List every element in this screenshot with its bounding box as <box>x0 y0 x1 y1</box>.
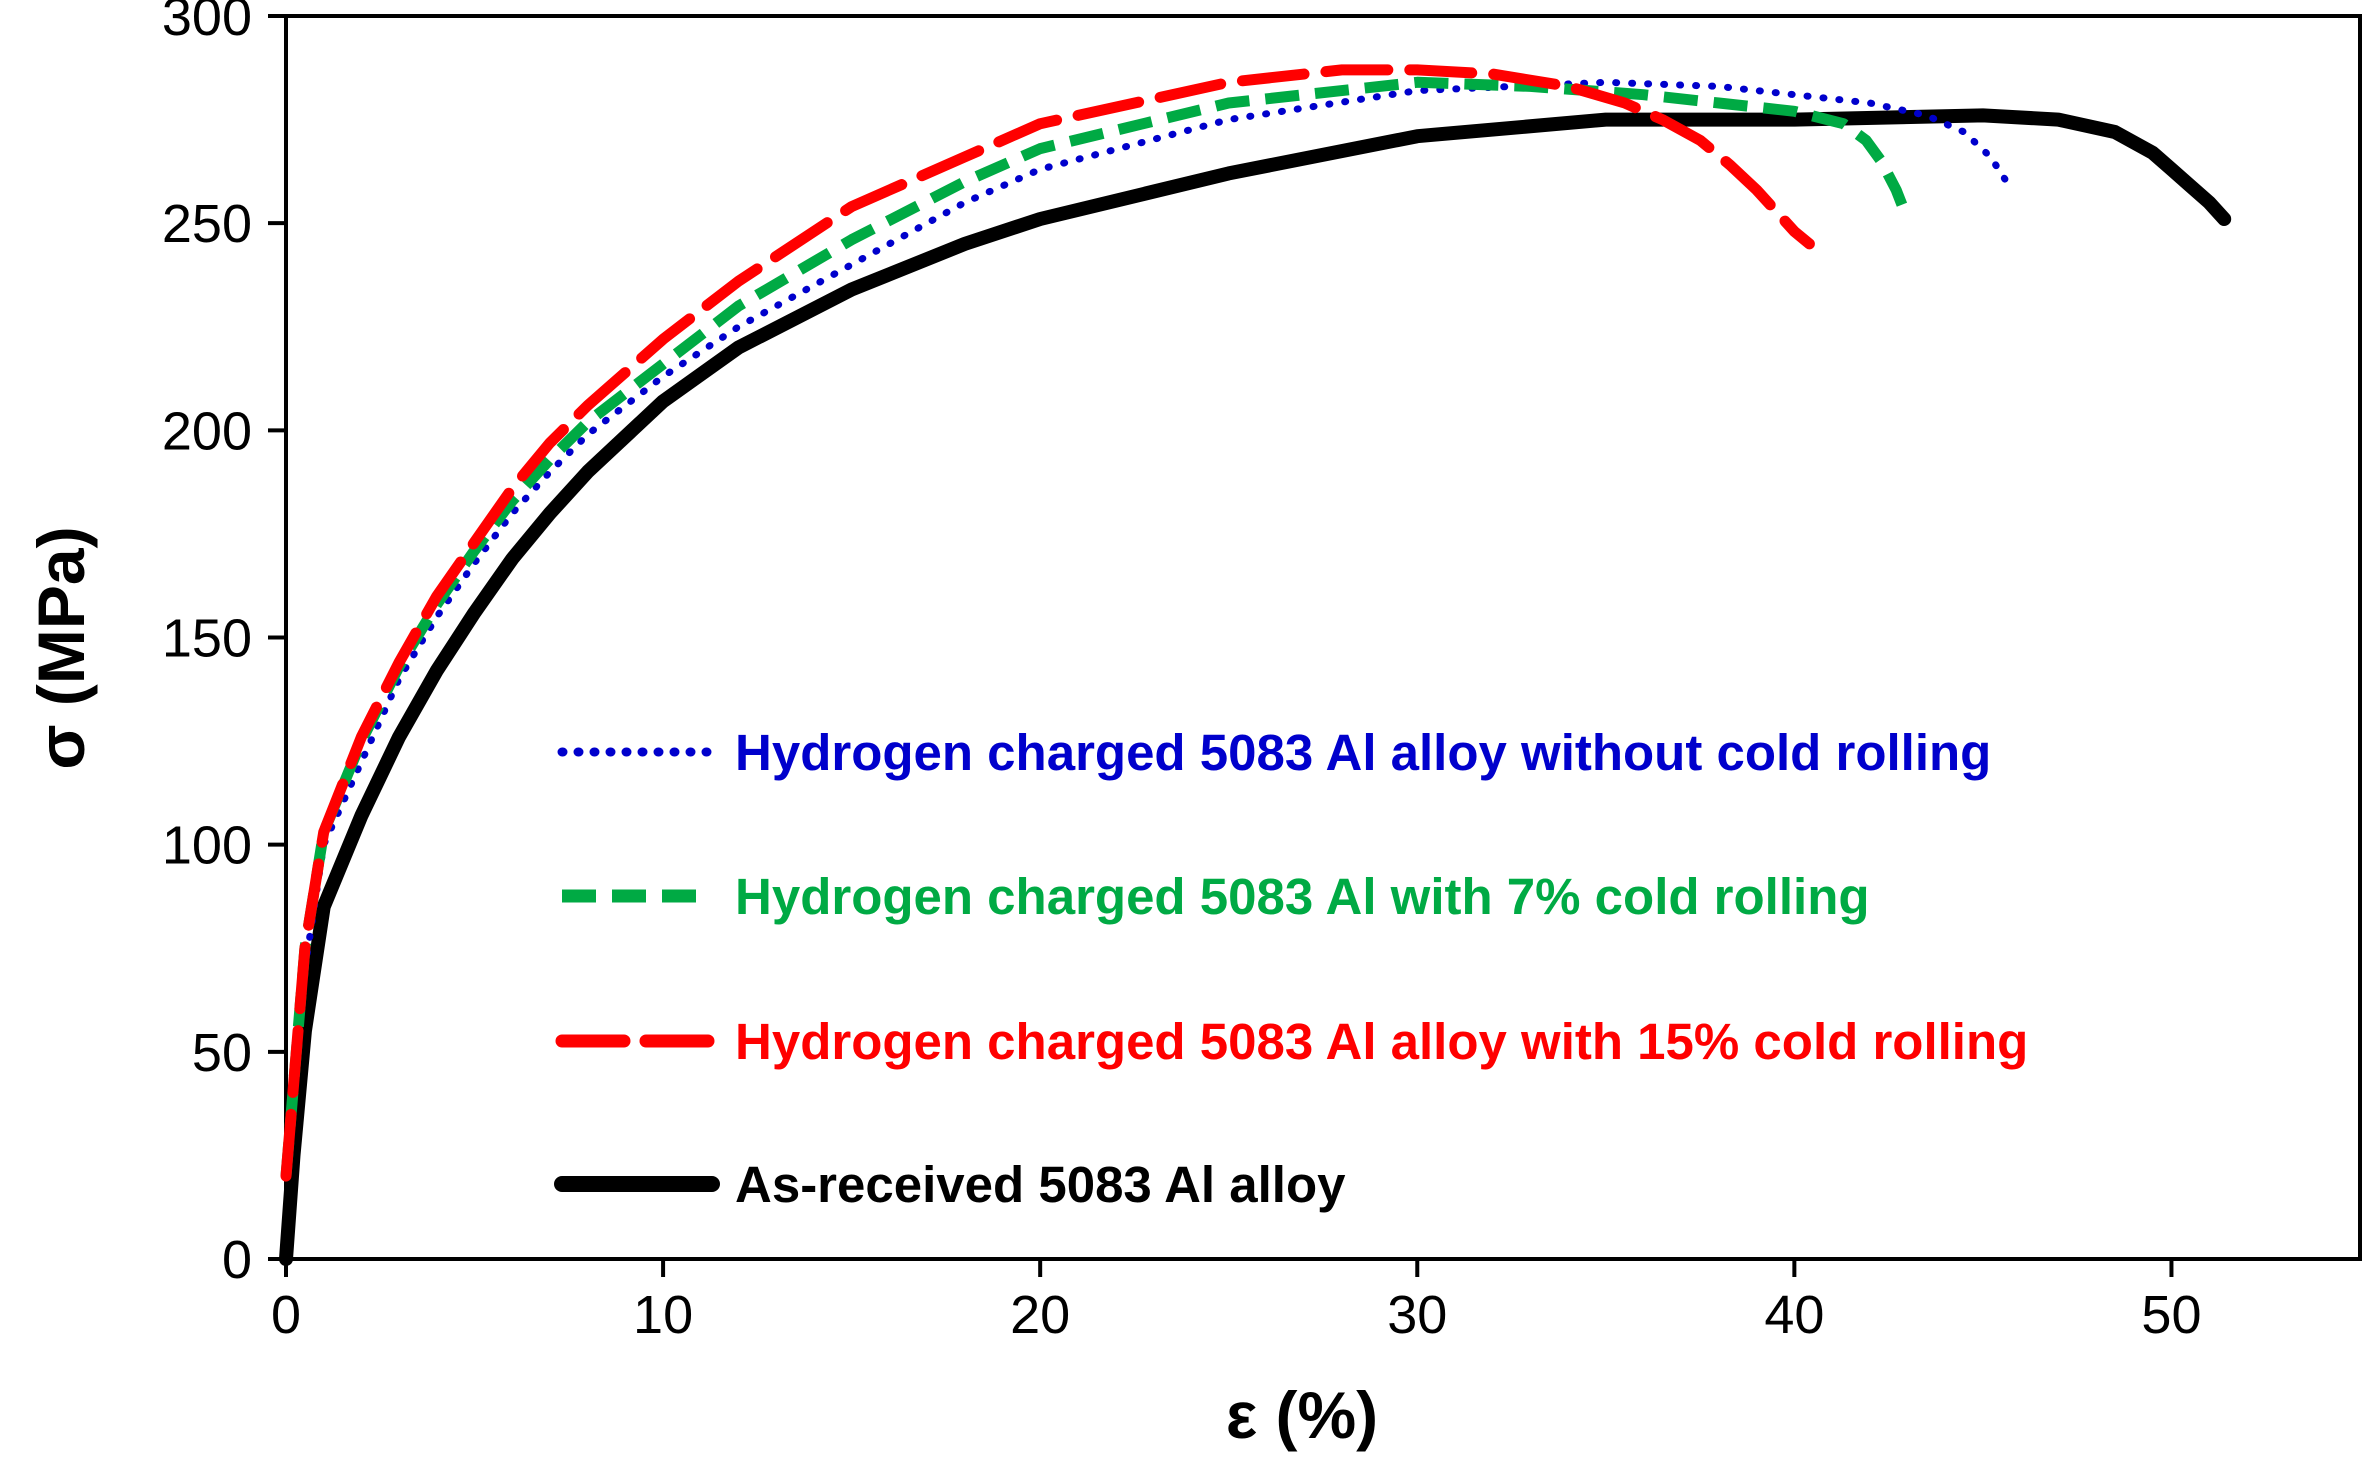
x-tick-label: 30 <box>1387 1285 1447 1345</box>
x-tick-label: 40 <box>1764 1285 1824 1345</box>
legend-label-2: Hydrogen charged 5083 Al with 7% cold ro… <box>735 868 1870 925</box>
y-tick-label: 300 <box>162 0 252 47</box>
y-tick-label: 0 <box>222 1230 252 1290</box>
x-tick-label: 10 <box>633 1285 693 1345</box>
series-group <box>279 64 2232 1266</box>
series-line-3 <box>280 64 1815 1182</box>
plot-frame <box>284 14 2362 1261</box>
y-tick-label: 250 <box>162 194 252 254</box>
series-line-4 <box>279 108 2232 1266</box>
legend-label-1: Hydrogen charged 5083 Al alloy without c… <box>735 724 1991 781</box>
y-tick-label: 50 <box>192 1023 252 1083</box>
y-tick-label: 100 <box>162 816 252 876</box>
y-tick-label: 150 <box>162 609 252 669</box>
series-line-1 <box>282 78 2013 1180</box>
x-tick-label: 50 <box>2141 1285 2201 1345</box>
x-axis-title: ε (%) <box>1226 1378 1378 1452</box>
y-tick-label: 200 <box>162 401 252 461</box>
axes: 0 10 20 30 40 50 0 50 100 150 200 250 300 <box>162 0 2362 1345</box>
legend: Hydrogen charged 5083 Al alloy without c… <box>554 724 2028 1213</box>
legend-label-4: As-received 5083 Al alloy <box>735 1156 1346 1213</box>
x-tick-label: 0 <box>271 1285 301 1345</box>
x-tick-label: 20 <box>1010 1285 1070 1345</box>
y-axis-title: σ (MPa) <box>24 526 98 769</box>
legend-label-3: Hydrogen charged 5083 Al alloy with 15% … <box>735 1013 2028 1070</box>
series-line-2 <box>280 76 1913 1177</box>
